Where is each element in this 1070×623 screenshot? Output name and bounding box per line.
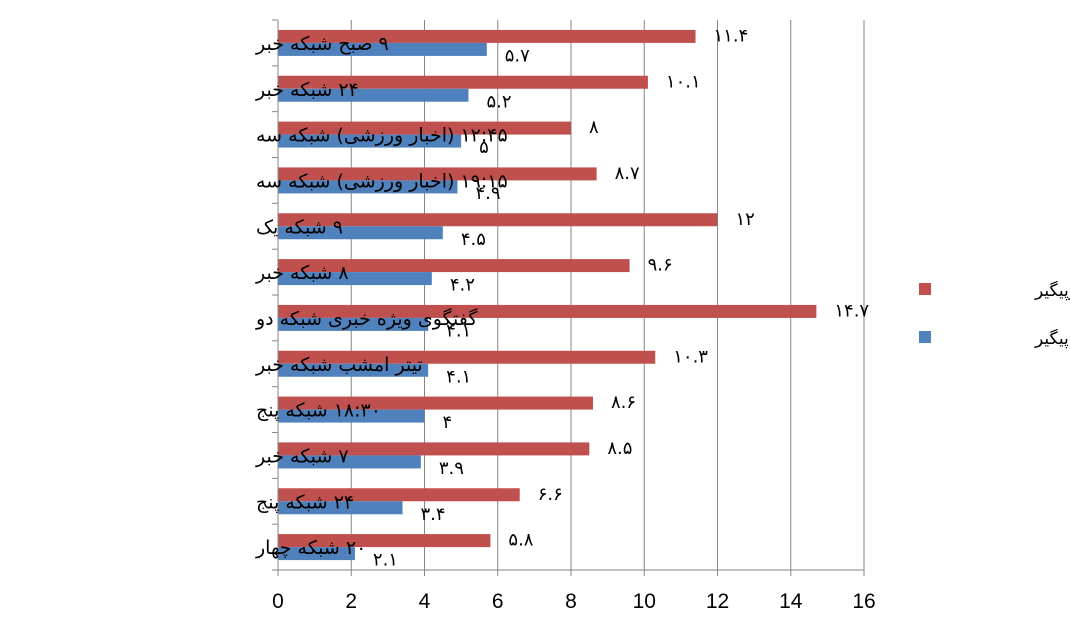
data-label: ۸.۷	[615, 163, 640, 184]
data-label: ۱۴.۷	[834, 300, 869, 321]
axes	[272, 19, 865, 576]
bar-series-2	[278, 363, 429, 377]
data-label: ۸	[589, 117, 599, 138]
bar-series-2	[278, 272, 432, 286]
x-tick-label: 16	[852, 590, 875, 613]
bar-series-1	[278, 213, 718, 227]
bar-series-1	[278, 442, 590, 456]
data-label: ۶.۶	[538, 484, 563, 505]
x-tick-label: 12	[706, 590, 729, 613]
bar-series-2	[278, 88, 469, 102]
data-label: ۴.۹	[475, 183, 500, 204]
x-tick-label: 6	[492, 590, 504, 613]
legend-swatch-series-2	[919, 331, 931, 343]
x-tick-label: 14	[779, 590, 803, 613]
data-label: ۴.۵	[461, 229, 486, 250]
category-label: ۲۴ شبکه پنج	[256, 491, 354, 513]
category-label: ۱۸:۳۰ شبکه پنج	[256, 400, 381, 422]
data-label: ۸.۶	[611, 392, 636, 413]
x-tick-label: 4	[419, 590, 431, 613]
x-tick-label: 8	[565, 590, 577, 613]
bar-series-2	[278, 455, 421, 469]
data-label: ۵.۷	[505, 45, 530, 66]
category-label: ۲۰ شبکه چهار	[255, 537, 366, 559]
category-label: ۷ شبکه خبر	[255, 445, 349, 467]
bar-series-1	[278, 75, 648, 89]
bar-series-1	[278, 488, 520, 502]
category-label: ۱۲:۴۵ (اخبار ورزشی) شبکه سه	[256, 125, 508, 147]
category-label: ۹ شبکه یک	[256, 216, 343, 238]
category-label: ۱۹:۱۵ (اخبار ورزشی) شبکه سه	[256, 170, 508, 192]
legend: بیننده غیرپیگیر بیننده پیگیر	[919, 280, 1070, 349]
x-tick-label: 2	[345, 590, 357, 613]
bar-series-1	[278, 534, 491, 548]
bar-series-1	[278, 121, 571, 135]
bar-series-2	[278, 547, 355, 561]
data-label: ۵.۸	[508, 530, 533, 551]
grid-lines	[350, 20, 865, 570]
data-label: ۳.۴	[421, 504, 446, 525]
labels: 0 2 4 6 8 10 12 14 16 ۹ صبح شبکه خبر ۱۱.۴ ۵.۷ ۲۴ شبک…	[255, 25, 876, 613]
x-tick-label: 0	[272, 590, 284, 613]
bar-series-1	[278, 29, 696, 43]
legend-label-series-1: بیننده غیرپیگیر	[1034, 280, 1070, 301]
data-label: ۵	[479, 137, 489, 158]
data-label: ۱۲	[736, 209, 755, 230]
data-label: ۲.۱	[373, 550, 398, 571]
bar-series-2	[278, 501, 403, 515]
data-label: ۴	[443, 412, 453, 433]
data-label: ۱۰.۳	[673, 346, 708, 367]
bar-series-1	[278, 304, 817, 318]
bar-series-1	[278, 259, 630, 273]
data-label: ۹.۶	[648, 255, 673, 276]
bars	[278, 29, 817, 561]
bar-series-1	[278, 167, 597, 181]
bar-series-2	[278, 180, 458, 194]
category-label: تیتر امشب شبکه خبر	[255, 354, 423, 376]
data-label: ۱۰.۱	[666, 71, 701, 92]
category-label: ۲۴ شبکه خبر	[255, 79, 359, 101]
data-label: ۳.۹	[439, 458, 464, 479]
data-label: ۸.۵	[607, 438, 632, 459]
data-label: ۴.۲	[450, 275, 475, 296]
x-tick-label: 10	[633, 590, 656, 613]
legend-label-series-2: بیننده پیگیر	[1034, 328, 1070, 349]
legend-swatch-series-1	[919, 283, 931, 295]
bar-series-1	[278, 350, 656, 364]
bar-series-2	[278, 134, 462, 148]
bar-series-2	[278, 317, 429, 331]
data-label: ۱۱.۴	[714, 25, 749, 46]
bar-series-2	[278, 42, 487, 56]
bar-series-2	[278, 409, 425, 423]
data-label: ۵.۲	[486, 91, 511, 112]
category-label: گفتگوی ویژه خبری شبکه دو	[255, 307, 478, 330]
bar-series-1	[278, 396, 593, 410]
category-label: ۸ شبکه خبر	[255, 262, 349, 284]
data-label: ۴.۱	[446, 366, 471, 387]
category-label: ۹ صبح شبکه خبر	[255, 33, 389, 55]
bar-series-2	[278, 226, 443, 240]
data-label: ۴.۱	[446, 320, 471, 341]
